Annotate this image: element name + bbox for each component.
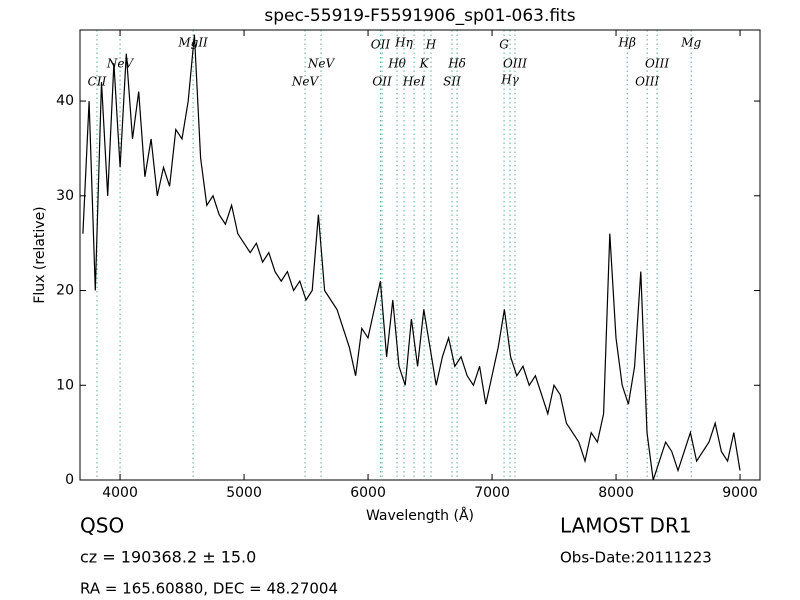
x-tick-label: 5000 — [226, 485, 262, 501]
emission-label: OII — [371, 38, 391, 52]
emission-label: NeV — [307, 57, 336, 71]
emission-label: HeI — [402, 75, 426, 89]
x-tick-label: 4000 — [102, 485, 138, 501]
redshift: cz = 190368.2 ± 15.0 — [80, 548, 256, 567]
emission-label: OIII — [645, 57, 669, 71]
emission-label: OII — [372, 75, 392, 89]
x-tick-label: 8000 — [598, 485, 634, 501]
y-tick-label: 0 — [65, 472, 74, 488]
emission-label: OIII — [635, 75, 659, 89]
emission-label: Hη — [394, 36, 413, 50]
emission-label: NeV — [291, 75, 320, 89]
y-tick-label: 10 — [56, 377, 74, 393]
x-tick-label: 7000 — [474, 485, 510, 501]
emission-label: CII — [88, 75, 107, 89]
emission-label: Hδ — [447, 57, 466, 71]
chart-title: spec-55919-F5591906_sp01-063.fits — [264, 6, 575, 26]
y-tick-label: 20 — [56, 283, 74, 299]
spectrum-line — [82, 34, 741, 480]
emission-label: Hγ — [500, 73, 519, 87]
emission-label: OIII — [503, 57, 527, 71]
x-tick-label: 6000 — [350, 485, 386, 501]
emission-label: NeV — [106, 57, 135, 71]
emission-label: K — [419, 57, 430, 71]
emission-label: G — [499, 38, 509, 52]
emission-label: MgII — [177, 36, 208, 50]
emission-label: Hβ — [617, 36, 635, 50]
emission-label: SII — [443, 75, 461, 89]
object-class: QSO — [80, 514, 124, 538]
plot-area: CII NeV MgII NeV NeV OII OII Hθ Hη HeI KH SII Hδ G Hγ O… — [82, 30, 741, 480]
x-tick-label: 9000 — [722, 485, 758, 501]
x-axis-label: Wavelength (Å) — [366, 507, 474, 524]
survey: LAMOST DR1 — [560, 514, 692, 538]
y-tick-label: 40 — [56, 93, 74, 109]
y-tick-label: 30 — [56, 188, 74, 204]
plot-frame — [79, 29, 761, 481]
coordinates: RA = 165.60880, DEC = 48.27004 — [80, 580, 338, 598]
emission-label: Mg — [680, 36, 701, 50]
obs-date: Obs-Date:20111223 — [560, 549, 712, 567]
emission-label: H — [425, 38, 437, 52]
y-axis-label: Flux (relative) — [32, 206, 48, 303]
emission-label: Hθ — [387, 57, 406, 71]
